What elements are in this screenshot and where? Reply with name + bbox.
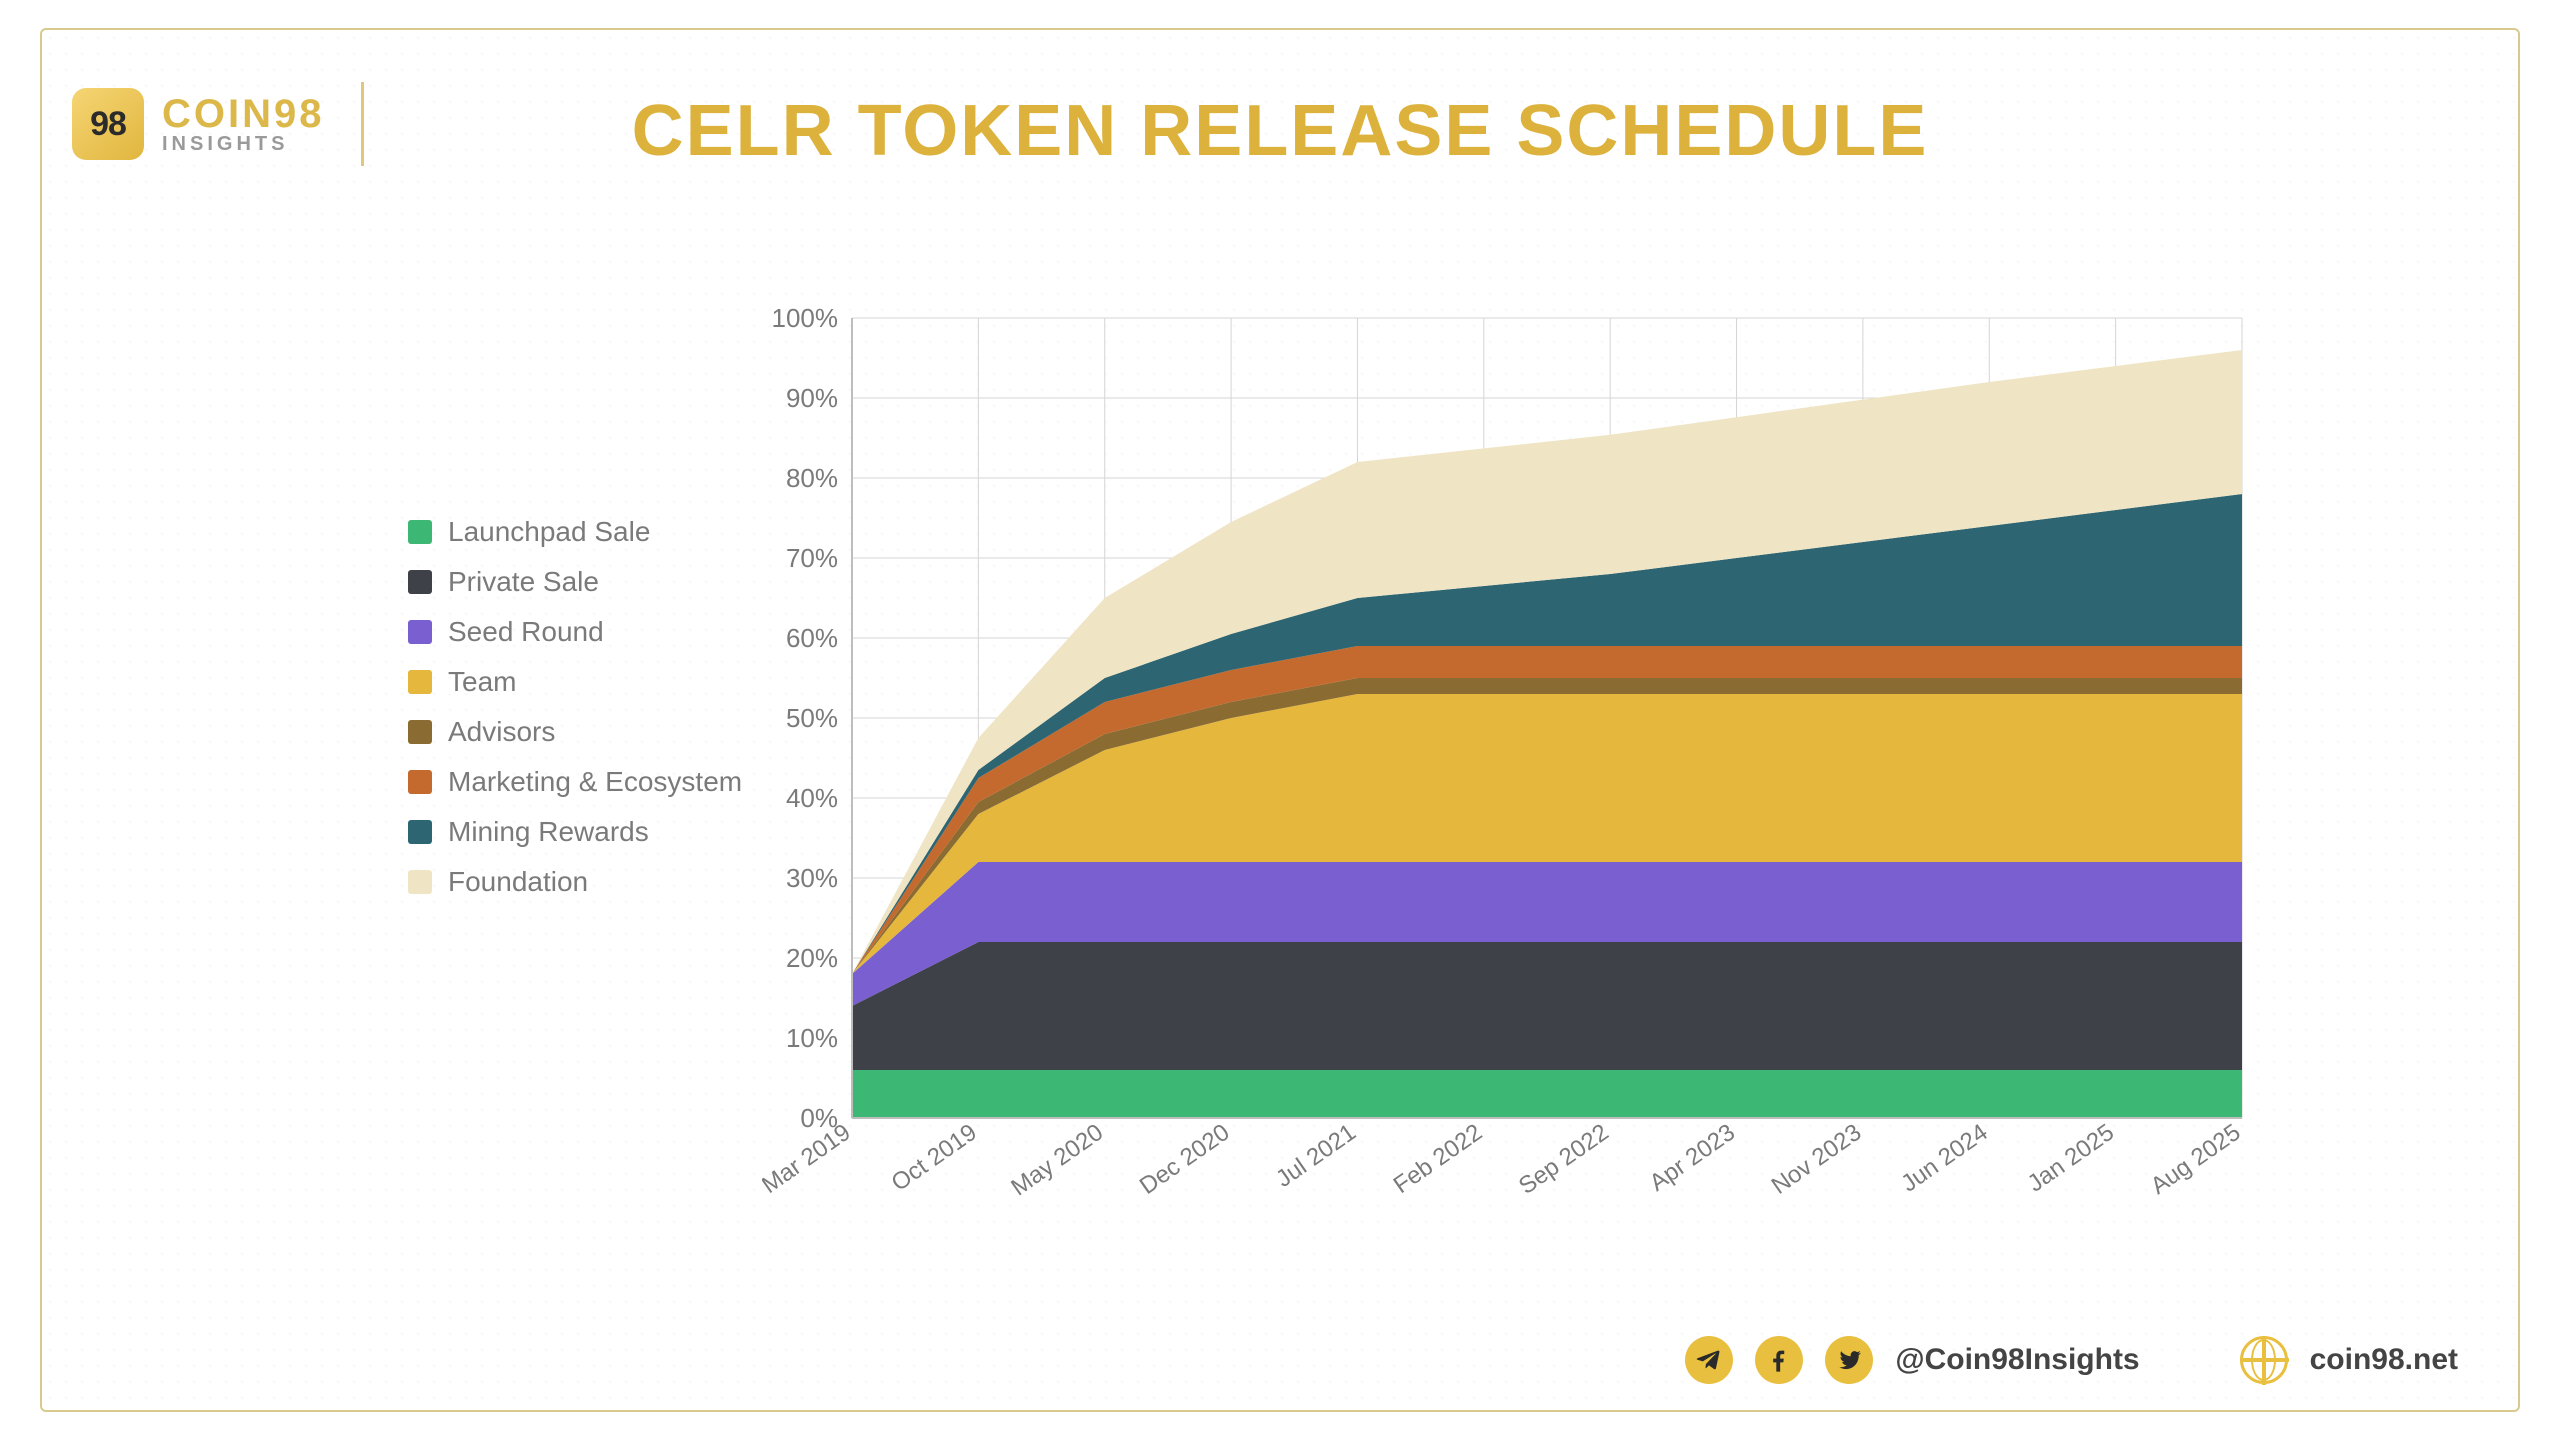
svg-text:60%: 60% — [786, 623, 838, 653]
legend-label: Foundation — [448, 866, 588, 898]
footer-site: coin98.net — [2310, 1343, 2458, 1377]
footer-handle: @Coin98Insights — [1895, 1343, 2139, 1377]
svg-text:Jan 2025: Jan 2025 — [2023, 1119, 2119, 1198]
svg-text:70%: 70% — [786, 543, 838, 573]
legend-swatch — [408, 620, 432, 644]
legend-swatch — [408, 870, 432, 894]
legend-label: Private Sale — [448, 566, 599, 598]
legend-item: Seed Round — [408, 616, 742, 648]
legend-label: Team — [448, 666, 516, 698]
telegram-icon — [1685, 1336, 1733, 1384]
legend-label: Seed Round — [448, 616, 604, 648]
svg-text:Nov 2023: Nov 2023 — [1767, 1119, 1867, 1198]
chart-svg: 0%10%20%30%40%50%60%70%80%90%100%Mar 201… — [762, 298, 2282, 1198]
legend-label: Launchpad Sale — [448, 516, 650, 548]
legend-swatch — [408, 670, 432, 694]
legend-swatch — [408, 520, 432, 544]
brand-badge: 98 — [72, 88, 144, 160]
legend-swatch — [408, 570, 432, 594]
brand-text: COIN98 INSIGHTS — [162, 92, 325, 156]
svg-text:Dec 2020: Dec 2020 — [1135, 1119, 1235, 1198]
area-Launchpad Sale — [852, 1070, 2242, 1118]
page-title: CELR TOKEN RELEASE SCHEDULE — [632, 90, 1929, 172]
brand-block: 98 COIN98 INSIGHTS — [72, 82, 364, 166]
svg-text:30%: 30% — [786, 863, 838, 893]
svg-text:Sep 2022: Sep 2022 — [1514, 1119, 1614, 1198]
globe-icon — [2240, 1336, 2288, 1384]
legend-item: Advisors — [408, 716, 742, 748]
legend-item: Team — [408, 666, 742, 698]
legend-item: Marketing & Ecosystem — [408, 766, 742, 798]
svg-text:90%: 90% — [786, 383, 838, 413]
legend-item: Private Sale — [408, 566, 742, 598]
area-Private Sale — [852, 942, 2242, 1070]
svg-text:Oct 2019: Oct 2019 — [887, 1119, 982, 1197]
legend-swatch — [408, 720, 432, 744]
twitter-icon — [1825, 1336, 1873, 1384]
brand-line1: COIN98 — [162, 92, 325, 137]
legend-item: Launchpad Sale — [408, 516, 742, 548]
legend-item: Foundation — [408, 866, 742, 898]
header-separator — [361, 82, 364, 166]
svg-text:May 2020: May 2020 — [1006, 1119, 1108, 1198]
area-chart: 0%10%20%30%40%50%60%70%80%90%100%Mar 201… — [762, 298, 2282, 1198]
footer: @Coin98Insights coin98.net — [1685, 1336, 2458, 1384]
legend-item: Mining Rewards — [408, 816, 742, 848]
facebook-icon — [1755, 1336, 1803, 1384]
svg-text:10%: 10% — [786, 1023, 838, 1053]
legend-label: Marketing & Ecosystem — [448, 766, 742, 798]
svg-text:40%: 40% — [786, 783, 838, 813]
svg-text:Feb 2022: Feb 2022 — [1389, 1119, 1488, 1198]
svg-text:Jul 2021: Jul 2021 — [1271, 1119, 1361, 1193]
chart-legend: Launchpad Sale Private Sale Seed Round Team… — [408, 516, 742, 898]
legend-swatch — [408, 820, 432, 844]
svg-text:Apr 2023: Apr 2023 — [1645, 1119, 1740, 1197]
svg-text:Jun 2024: Jun 2024 — [1896, 1119, 1992, 1198]
legend-label: Mining Rewards — [448, 816, 649, 848]
legend-swatch — [408, 770, 432, 794]
svg-text:80%: 80% — [786, 463, 838, 493]
svg-text:Aug 2025: Aug 2025 — [2146, 1119, 2246, 1198]
legend-label: Advisors — [448, 716, 555, 748]
svg-text:20%: 20% — [786, 943, 838, 973]
svg-text:50%: 50% — [786, 703, 838, 733]
svg-text:100%: 100% — [772, 303, 839, 333]
